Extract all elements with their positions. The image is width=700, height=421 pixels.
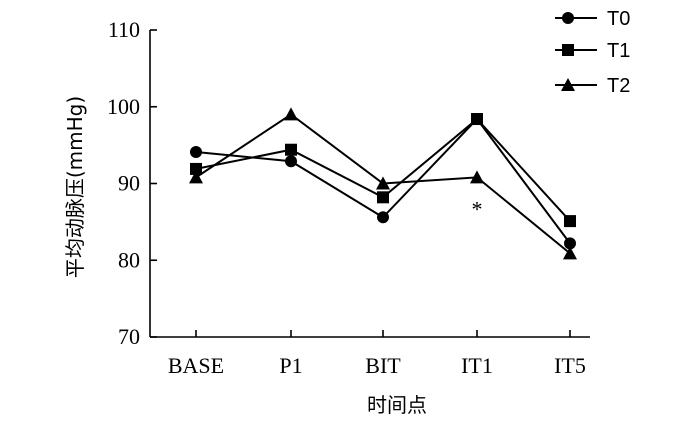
data-point-t2 bbox=[376, 176, 390, 190]
data-point-t2 bbox=[470, 170, 484, 184]
y-tick-label: 80 bbox=[118, 247, 140, 272]
x-axis-title: 时间点 bbox=[367, 393, 427, 417]
y-tick-label: 70 bbox=[118, 324, 140, 349]
data-point-t0 bbox=[190, 146, 202, 159]
series-layer bbox=[189, 107, 577, 260]
legend-item-t0: T0 bbox=[555, 8, 630, 30]
legend: T0 T1 T2 bbox=[555, 8, 630, 97]
data-point-t0 bbox=[377, 211, 389, 224]
legend-item-t2: T2 bbox=[555, 75, 630, 97]
series-t2 bbox=[189, 107, 577, 260]
data-point-t2 bbox=[284, 107, 298, 121]
series-t0 bbox=[190, 113, 576, 250]
legend-item-t1: T1 bbox=[555, 40, 630, 62]
data-point-t1 bbox=[190, 162, 202, 175]
y-ticks: 70 80 90 100 110 bbox=[107, 17, 157, 349]
legend-label: T0 bbox=[607, 8, 630, 30]
data-point-t0 bbox=[564, 237, 576, 250]
x-tick-label: BASE bbox=[168, 353, 224, 378]
x-tick-label: IT5 bbox=[554, 353, 586, 378]
data-point-t0 bbox=[285, 155, 297, 168]
data-point-t1 bbox=[285, 143, 297, 156]
annotation-layer: * bbox=[472, 197, 483, 222]
data-point-t2 bbox=[189, 170, 203, 184]
significance-asterisk: * bbox=[472, 197, 483, 222]
x-tick-label: IT1 bbox=[461, 353, 493, 378]
x-tick-label: P1 bbox=[279, 353, 302, 378]
data-point-t1 bbox=[377, 191, 389, 204]
legend-marker bbox=[561, 78, 575, 91]
legend-marker bbox=[562, 12, 574, 24]
data-point-t1 bbox=[564, 215, 576, 228]
y-tick-label: 100 bbox=[107, 94, 140, 119]
legend-label: T1 bbox=[607, 40, 630, 62]
y-tick-label: 90 bbox=[118, 171, 140, 196]
y-tick-label: 110 bbox=[108, 17, 140, 42]
series-line-t1 bbox=[195, 117, 571, 222]
legend-label: T2 bbox=[607, 75, 630, 97]
legend-marker bbox=[562, 44, 574, 56]
x-tick-label: BIT bbox=[365, 353, 401, 378]
x-ticks: BASE P1 BIT IT1 IT5 bbox=[168, 330, 586, 378]
data-point-t1 bbox=[471, 113, 483, 126]
y-axis-title: 平均动脉压(mmHg) bbox=[63, 96, 87, 278]
data-point-t2 bbox=[563, 246, 577, 260]
series-t1 bbox=[190, 113, 576, 228]
